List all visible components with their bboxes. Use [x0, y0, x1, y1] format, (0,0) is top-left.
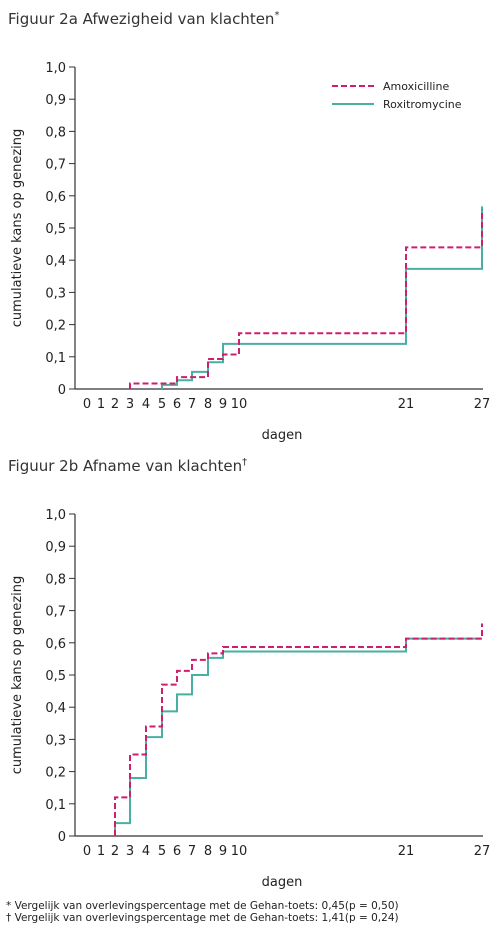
x-tick-label: 9 [219, 844, 227, 859]
x-tick-label: 5 [158, 397, 166, 412]
y-tick-label: 0,5 [45, 222, 66, 237]
x-tick-label: 21 [398, 844, 415, 859]
series-line-roxitromycine [161, 206, 483, 389]
x-axis-title: dagen [262, 875, 303, 890]
chart-a: 00,10,20,30,40,50,60,70,80,91,00 1 2 3 4 5 6 7 8… [10, 61, 491, 443]
x-tick-label: 8 [204, 844, 212, 859]
x-tick-label: 27 [474, 844, 491, 859]
y-tick-label: 0,2 [45, 319, 66, 334]
y-tick-label: 0,9 [45, 93, 66, 108]
x-tick-label: 4 [142, 844, 150, 859]
x-tick-label: 5 [158, 844, 166, 859]
chart-b-title-text: Figuur 2b Afname van klachten [8, 457, 243, 475]
x-tick-label: 3 [126, 844, 134, 859]
series-line-amoxicilline [129, 209, 483, 389]
x-tick-label: 2 [111, 844, 119, 859]
y-tick-label: 0,7 [45, 605, 66, 620]
y-tick-label: 0 [58, 830, 66, 845]
y-tick-label: 0,5 [45, 669, 66, 684]
chart-a-title-mark: * [274, 10, 280, 21]
x-tick-label: 27 [474, 397, 491, 412]
chart-a-title-text: Figuur 2a Afwezigheid van klachten [8, 10, 275, 28]
x-tick-label: 3 [126, 397, 134, 412]
y-tick-label: 0,4 [45, 254, 66, 269]
legend-label-roxitromycine: Roxitromycine [383, 98, 462, 111]
series-line-amoxicilline [114, 623, 483, 836]
y-tick-label: 0,6 [45, 637, 66, 652]
x-tick-label: 7 [188, 397, 196, 412]
y-tick-label: 0,8 [45, 572, 66, 587]
y-axis-title: cumulatieve kans op genezing [10, 129, 25, 328]
y-tick-label: 0,3 [45, 286, 66, 301]
y-tick-label: 0 [58, 383, 66, 398]
y-tick-label: 0,4 [45, 701, 66, 716]
y-tick-label: 0,1 [45, 351, 66, 366]
series-line-roxitromycine [114, 637, 482, 836]
x-tick-label: 7 [188, 844, 196, 859]
x-tick-label: 6 [173, 844, 181, 859]
x-tick-label: 4 [142, 397, 150, 412]
x-tick-label: 1 [97, 844, 105, 859]
y-axis-title: cumulatieve kans op genezing [10, 576, 25, 775]
y-tick-label: 0,9 [45, 540, 66, 555]
footnote-1: * Vergelijk van overlevingspercentage me… [6, 900, 399, 912]
chart-b: 00,10,20,30,40,50,60,70,80,91,00 1 2 3 4 5 6 7 8… [10, 508, 491, 890]
chart-b-title: Figuur 2b Afname van klachten† [8, 457, 247, 475]
y-tick-label: 0,6 [45, 190, 66, 205]
y-tick-label: 0,8 [45, 125, 66, 140]
y-tick-label: 0,3 [45, 733, 66, 748]
x-tick-label: 9 [219, 397, 227, 412]
footnotes: * Vergelijk van overlevingspercentage me… [6, 900, 399, 924]
x-tick-label: 2 [111, 397, 119, 412]
y-tick-label: 1,0 [45, 61, 66, 76]
y-tick-label: 0,2 [45, 766, 66, 781]
y-tick-label: 0,7 [45, 158, 66, 173]
x-tick-label: 21 [398, 397, 415, 412]
legend-label-amoxicilline: Amoxicilline [383, 80, 449, 93]
chart-a-title: Figuur 2a Afwezigheid van klachten* [8, 10, 279, 28]
x-tick-label: 1 [97, 397, 105, 412]
y-tick-label: 1,0 [45, 508, 66, 523]
x-tick-label: 6 [173, 397, 181, 412]
x-tick-label: 0 [83, 397, 91, 412]
y-tick-label: 0,1 [45, 798, 66, 813]
x-tick-label: 10 [231, 397, 248, 412]
chart-b-title-mark: † [242, 457, 248, 468]
x-tick-label: 8 [204, 397, 212, 412]
x-tick-label: 10 [231, 844, 248, 859]
footnote-2: † Vergelijk van overlevingspercentage me… [6, 912, 399, 924]
x-tick-label: 0 [83, 844, 91, 859]
x-axis-title: dagen [262, 428, 303, 443]
